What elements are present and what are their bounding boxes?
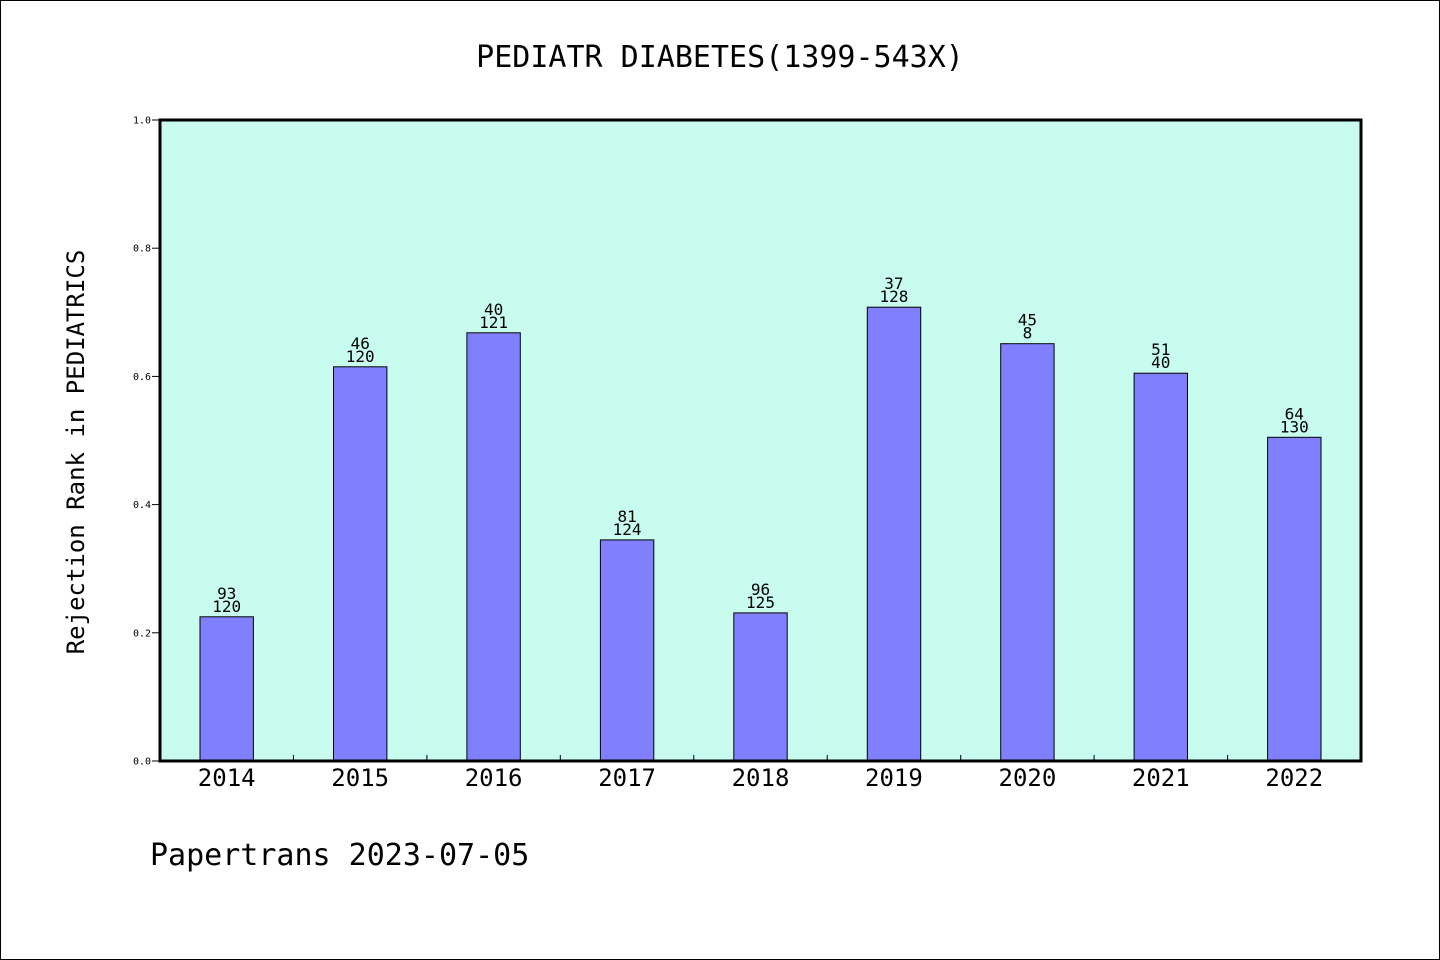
x-tick-label-2016: 2016: [465, 764, 523, 792]
x-tick-label-2021: 2021: [1132, 764, 1190, 792]
bar-label-top-2021: 51: [1151, 340, 1170, 359]
bar-2022: [1267, 436, 1322, 762]
x-tick-label-2020: 2020: [999, 764, 1057, 792]
bar-2018: [733, 612, 788, 762]
bar-label-top-2018: 96: [751, 580, 770, 599]
bar-label-top-2014: 93: [217, 584, 236, 603]
bar-label-bottom-2018: 125: [746, 593, 775, 612]
bar-label-group: 9312046120401218112496125371284585140641…: [212, 274, 1309, 616]
bar-label-bottom-2020: 8: [1023, 324, 1033, 343]
x-axis-ticks: 2014 2015 2016 2017 2018 2019 2020 2021 2022: [198, 755, 1323, 792]
bar-label-bottom-2022: 130: [1280, 417, 1309, 436]
x-tick-label-2019: 2019: [865, 764, 923, 792]
y-axis-label: Rejection Rank in PEDIATRICS: [62, 250, 90, 655]
bar-2015: [333, 366, 388, 762]
y-tick-label-0.2: 0.2: [133, 628, 151, 639]
bar-label-top-2022: 64: [1285, 404, 1304, 423]
x-tick-label-2018: 2018: [732, 764, 790, 792]
x-tick-label-2014: 2014: [198, 764, 256, 792]
x-tick-label-2017: 2017: [598, 764, 656, 792]
bar-label-bottom-2016: 121: [479, 313, 508, 332]
bar-group: [199, 306, 1322, 762]
y-tick-label-1.0: 1.0: [133, 116, 151, 127]
chart-title: PEDIATR DIABETES(1399-543X): [476, 40, 964, 75]
plot-border: [158, 118, 1363, 763]
bar-label-bottom-2017: 124: [613, 520, 642, 539]
y-axis-ticks: 0.0 0.2 0.4 0.6 0.8 1.0: [133, 116, 160, 768]
bar-2020: [1000, 343, 1055, 762]
bar-2017: [599, 539, 655, 762]
x-tick-label-2022: 2022: [1265, 764, 1323, 792]
bar-2019: [866, 306, 922, 762]
bar-label-top-2015: 46: [351, 334, 370, 353]
bar-label-top-2020: 45: [1018, 311, 1037, 330]
bar-label-bottom-2015: 120: [346, 347, 375, 366]
bar-label-top-2016: 40: [484, 300, 503, 319]
bar-2016: [466, 332, 521, 762]
y-tick-label-0.8: 0.8: [133, 244, 151, 255]
bar-2014: [199, 616, 254, 762]
bar-2021: [1133, 372, 1188, 762]
footer-text: Papertrans 2023-07-05: [150, 838, 529, 873]
bar-label-top-2017: 81: [617, 507, 636, 526]
bar-label-top-2019: 37: [884, 274, 903, 293]
x-tick-label-2015: 2015: [331, 764, 389, 792]
y-tick-label-0.6: 0.6: [133, 372, 151, 383]
y-tick-label-0.0: 0.0: [133, 757, 151, 768]
y-tick-label-0.4: 0.4: [133, 500, 151, 511]
bar-label-bottom-2021: 40: [1151, 353, 1170, 372]
bar-label-bottom-2014: 120: [212, 597, 241, 616]
bar-label-bottom-2019: 128: [879, 287, 908, 306]
